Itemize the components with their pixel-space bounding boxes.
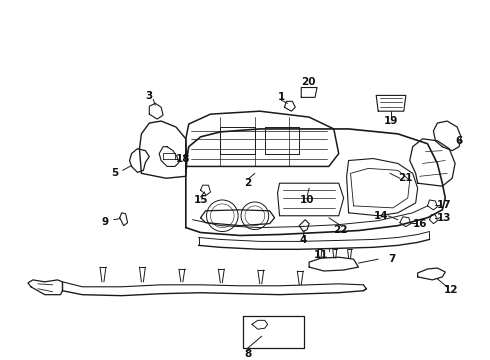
Text: 8: 8 [245,349,251,359]
Text: 13: 13 [437,213,451,223]
Text: 14: 14 [374,211,389,221]
Text: 18: 18 [175,153,190,163]
Text: 11: 11 [314,250,328,260]
Text: 19: 19 [384,116,398,126]
Text: 15: 15 [194,195,208,205]
Text: 5: 5 [111,168,119,178]
Text: 1: 1 [278,93,285,102]
Text: 7: 7 [388,254,396,264]
Text: 16: 16 [413,219,427,229]
Text: 10: 10 [300,195,315,205]
Text: 3: 3 [146,91,153,102]
Text: 12: 12 [444,285,459,295]
Text: 20: 20 [301,77,316,87]
Text: 4: 4 [299,235,307,246]
Text: 21: 21 [398,173,413,183]
Text: 17: 17 [437,200,452,210]
Text: 22: 22 [333,225,348,235]
Text: 2: 2 [245,178,251,188]
Text: 9: 9 [101,217,108,227]
Text: 6: 6 [455,136,463,146]
